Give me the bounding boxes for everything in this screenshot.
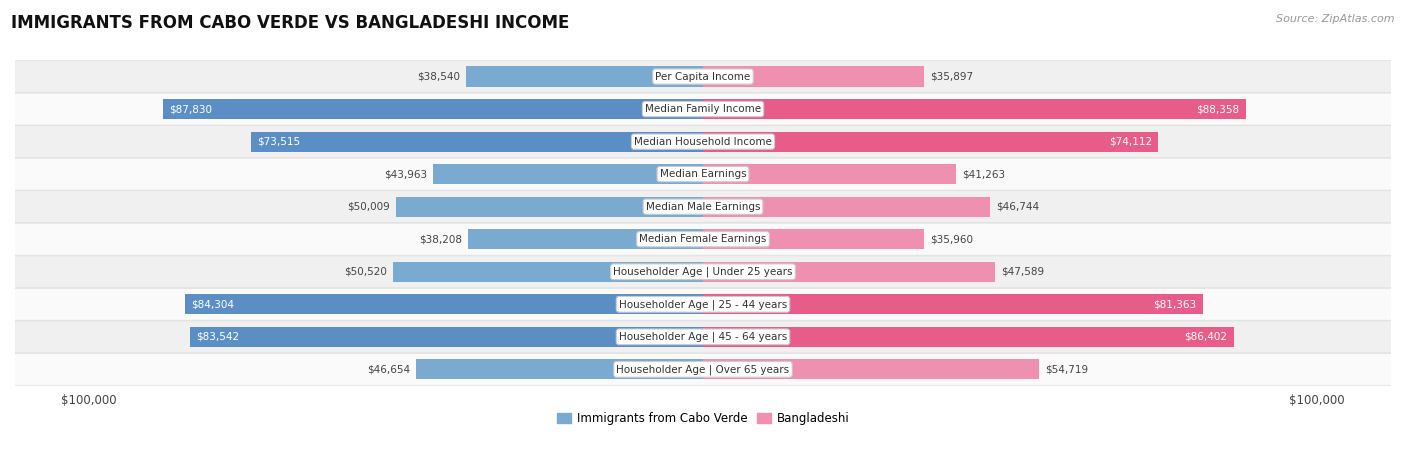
Text: $50,520: $50,520 (343, 267, 387, 277)
Text: Householder Age | 45 - 64 years: Householder Age | 45 - 64 years (619, 332, 787, 342)
FancyBboxPatch shape (8, 158, 1398, 190)
Text: Source: ZipAtlas.com: Source: ZipAtlas.com (1277, 14, 1395, 24)
Legend: Immigrants from Cabo Verde, Bangladeshi: Immigrants from Cabo Verde, Bangladeshi (551, 407, 855, 430)
Text: $46,744: $46,744 (997, 202, 1039, 212)
Bar (703, 132, 1159, 152)
Text: $84,304: $84,304 (191, 299, 235, 309)
Text: $54,719: $54,719 (1045, 364, 1088, 375)
Bar (703, 262, 995, 282)
Bar (703, 164, 956, 184)
Text: $41,263: $41,263 (963, 169, 1005, 179)
Text: $50,009: $50,009 (347, 202, 389, 212)
Text: $47,589: $47,589 (1001, 267, 1045, 277)
Text: $43,963: $43,963 (384, 169, 427, 179)
Text: IMMIGRANTS FROM CABO VERDE VS BANGLADESHI INCOME: IMMIGRANTS FROM CABO VERDE VS BANGLADESH… (11, 14, 569, 32)
FancyBboxPatch shape (8, 354, 1398, 385)
Text: $81,363: $81,363 (1153, 299, 1197, 309)
FancyBboxPatch shape (8, 126, 1398, 157)
Bar (703, 197, 990, 217)
Text: $83,542: $83,542 (195, 332, 239, 342)
Text: $87,830: $87,830 (170, 104, 212, 114)
Text: Median Earnings: Median Earnings (659, 169, 747, 179)
Bar (703, 359, 1039, 380)
Text: Householder Age | 25 - 44 years: Householder Age | 25 - 44 years (619, 299, 787, 310)
Text: $46,654: $46,654 (367, 364, 411, 375)
Text: $74,112: $74,112 (1109, 137, 1152, 147)
Bar (703, 327, 1233, 347)
Bar (703, 229, 924, 249)
FancyBboxPatch shape (8, 191, 1398, 223)
Bar (416, 359, 703, 380)
Bar (468, 229, 703, 249)
FancyBboxPatch shape (8, 223, 1398, 255)
Bar (703, 66, 924, 87)
Bar (252, 132, 703, 152)
Text: Median Male Earnings: Median Male Earnings (645, 202, 761, 212)
Bar (392, 262, 703, 282)
Text: Median Family Income: Median Family Income (645, 104, 761, 114)
FancyBboxPatch shape (8, 321, 1398, 353)
FancyBboxPatch shape (8, 256, 1398, 288)
Text: $88,358: $88,358 (1197, 104, 1240, 114)
Bar (163, 99, 703, 119)
Text: $73,515: $73,515 (257, 137, 301, 147)
Bar (703, 99, 1246, 119)
FancyBboxPatch shape (8, 288, 1398, 320)
Bar (433, 164, 703, 184)
Text: $35,960: $35,960 (929, 234, 973, 244)
Text: Householder Age | Over 65 years: Householder Age | Over 65 years (616, 364, 790, 375)
Text: Per Capita Income: Per Capita Income (655, 71, 751, 82)
Bar (190, 327, 703, 347)
Bar (467, 66, 703, 87)
Text: Median Household Income: Median Household Income (634, 137, 772, 147)
Text: Householder Age | Under 25 years: Householder Age | Under 25 years (613, 267, 793, 277)
Bar (396, 197, 703, 217)
Text: $38,208: $38,208 (419, 234, 463, 244)
Bar (186, 294, 703, 314)
Text: $38,540: $38,540 (418, 71, 460, 82)
Text: Median Female Earnings: Median Female Earnings (640, 234, 766, 244)
FancyBboxPatch shape (8, 61, 1398, 92)
Text: $35,897: $35,897 (929, 71, 973, 82)
Text: $86,402: $86,402 (1185, 332, 1227, 342)
Bar (703, 294, 1202, 314)
FancyBboxPatch shape (8, 93, 1398, 125)
